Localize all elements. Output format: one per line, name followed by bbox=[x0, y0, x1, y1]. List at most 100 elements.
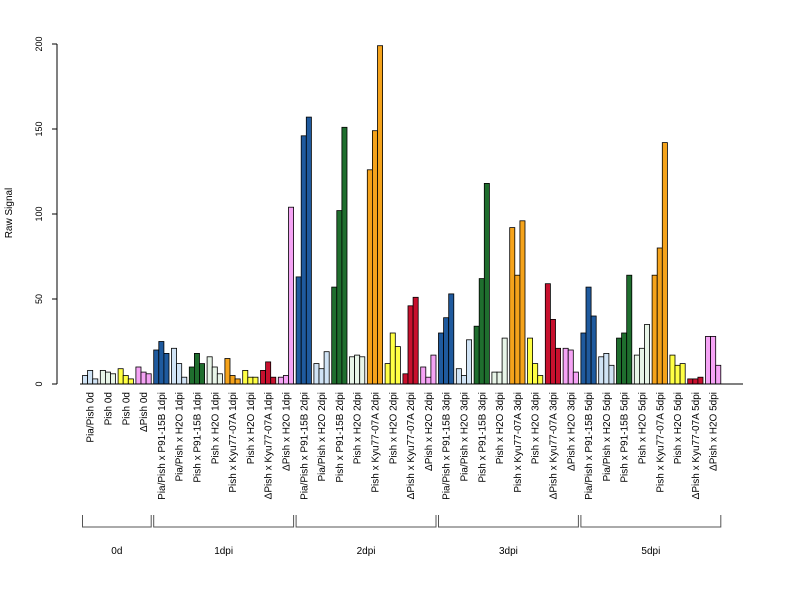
category-label: Pish 0d bbox=[121, 392, 132, 425]
bar bbox=[656, 247, 663, 385]
bar bbox=[674, 364, 681, 385]
bar bbox=[402, 373, 409, 385]
bar bbox=[371, 130, 378, 385]
bar bbox=[300, 135, 307, 385]
bar bbox=[661, 142, 668, 385]
y-tick-label: 150 bbox=[34, 121, 44, 136]
bar bbox=[460, 375, 467, 385]
bar bbox=[341, 126, 348, 385]
category-label: Pish x H2O 2dpi bbox=[353, 392, 364, 464]
bar bbox=[407, 305, 414, 385]
bar bbox=[295, 276, 302, 385]
bar bbox=[651, 274, 658, 385]
category-label: Pia/Pish x P91-15B 5dpi bbox=[584, 392, 595, 500]
bar bbox=[598, 356, 605, 385]
category-label: Pia/Pish 0d bbox=[86, 392, 97, 443]
bar bbox=[242, 369, 249, 385]
bar bbox=[580, 332, 587, 385]
bar bbox=[181, 376, 188, 385]
bar bbox=[87, 369, 94, 385]
bar bbox=[705, 335, 711, 385]
category-label: Pia/Pish x H2O 3dpi bbox=[459, 392, 470, 482]
y-tick-label: 50 bbox=[34, 294, 44, 304]
bar bbox=[425, 376, 432, 385]
group-label: 1dpi bbox=[214, 546, 233, 557]
group-label: 0d bbox=[111, 546, 122, 557]
bar bbox=[171, 347, 177, 385]
bar bbox=[163, 352, 170, 385]
bar bbox=[135, 366, 142, 385]
category-label: ΔPish 0d bbox=[139, 392, 150, 432]
group-label: 5dpi bbox=[641, 546, 660, 557]
group-bracket bbox=[82, 515, 152, 528]
bar bbox=[211, 366, 218, 385]
bar bbox=[692, 378, 699, 385]
bar bbox=[122, 375, 129, 385]
category-label: Pish x H2O 5dpi bbox=[673, 392, 684, 464]
category-label: Pish x Kyu77-07A 1dpi bbox=[228, 392, 239, 493]
category-label: ΔPish x Kyu77-07A 2dpi bbox=[406, 392, 417, 499]
category-label: Pish x Kyu77-07A 3dpi bbox=[513, 392, 524, 493]
bar bbox=[377, 45, 383, 385]
bar bbox=[105, 371, 111, 385]
category-label: Pia/Pish x P91-15B 3dpi bbox=[442, 392, 453, 500]
bar bbox=[491, 371, 498, 385]
category-labels: Pia/Pish 0d Pish 0d Pish 0d ΔPish 0d Pia/Pis… bbox=[86, 392, 720, 500]
bar bbox=[176, 363, 183, 385]
bar bbox=[710, 335, 717, 385]
bar bbox=[188, 366, 195, 385]
group-bracket bbox=[295, 515, 437, 528]
bar bbox=[679, 363, 686, 385]
bar bbox=[265, 361, 272, 385]
category-label: ΔPish x H2O 5dpi bbox=[709, 392, 720, 471]
bar bbox=[234, 378, 241, 385]
category-label: Pish x H2O 1dpi bbox=[210, 392, 221, 464]
bar bbox=[305, 116, 312, 385]
category-label: Pia/Pish x P91-15B 1dpi bbox=[157, 392, 168, 500]
bar bbox=[117, 368, 124, 385]
category-label: Pish x P91-15B 3dpi bbox=[477, 392, 488, 483]
bar bbox=[92, 378, 99, 385]
bar bbox=[349, 356, 355, 385]
bar bbox=[206, 356, 213, 385]
bar bbox=[193, 352, 200, 385]
bar bbox=[336, 210, 343, 385]
category-label: Pish x P91-15B 1dpi bbox=[192, 392, 203, 483]
bar bbox=[199, 363, 205, 385]
y-tick-label: 0 bbox=[34, 381, 44, 386]
bars bbox=[82, 45, 722, 385]
y-tick-label: 100 bbox=[34, 206, 44, 221]
bar bbox=[509, 227, 516, 385]
bar bbox=[158, 341, 165, 385]
bar bbox=[697, 376, 704, 385]
group-bracket bbox=[580, 515, 722, 528]
bar bbox=[438, 332, 444, 385]
group-label: 2dpi bbox=[357, 546, 376, 557]
group-label: 3dpi bbox=[499, 546, 518, 557]
bar bbox=[669, 354, 676, 385]
bar bbox=[153, 349, 160, 385]
bar bbox=[644, 324, 650, 385]
bar bbox=[145, 373, 152, 385]
bar bbox=[288, 206, 294, 385]
bar bbox=[514, 274, 521, 385]
y-axis-title: Raw Signal bbox=[4, 188, 15, 239]
bar bbox=[282, 375, 289, 385]
bar bbox=[562, 347, 569, 385]
category-label: ΔPish x H2O 1dpi bbox=[281, 392, 292, 471]
bar bbox=[394, 346, 401, 385]
category-label: Pia/Pish x H2O 2dpi bbox=[317, 392, 328, 482]
bar bbox=[313, 363, 320, 385]
category-label: Pia/Pish x H2O 5dpi bbox=[602, 392, 613, 482]
bar bbox=[608, 364, 615, 385]
category-label: Pish x H2O 1dpi bbox=[246, 392, 257, 464]
bar bbox=[567, 349, 574, 385]
y-axis: 0 50 100 150 200 bbox=[34, 36, 58, 387]
category-label: ΔPish x H2O 2dpi bbox=[424, 392, 435, 471]
bar bbox=[323, 351, 330, 385]
category-label: Pish x P91-15B 5dpi bbox=[620, 392, 631, 483]
bar bbox=[420, 366, 427, 385]
bar bbox=[229, 375, 236, 385]
bar bbox=[603, 352, 610, 385]
